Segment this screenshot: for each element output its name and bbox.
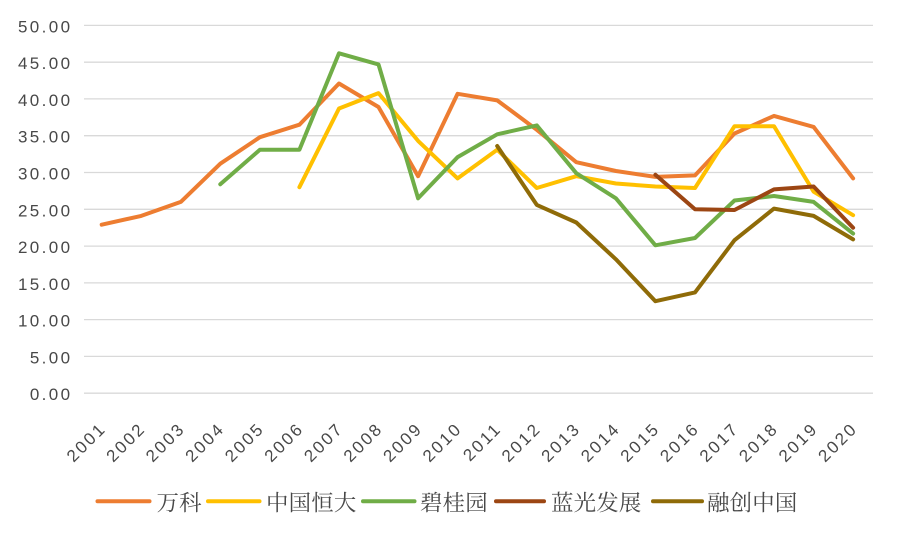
svg-text:2010: 2010 — [419, 419, 466, 466]
svg-text:2003: 2003 — [142, 419, 189, 466]
svg-text:2002: 2002 — [103, 419, 150, 466]
svg-text:45.00: 45.00 — [18, 54, 73, 73]
svg-text:2016: 2016 — [656, 419, 703, 466]
svg-text:10.00: 10.00 — [18, 312, 73, 331]
svg-text:15.00: 15.00 — [18, 275, 73, 294]
svg-text:40.00: 40.00 — [18, 91, 73, 110]
svg-text:2006: 2006 — [261, 419, 308, 466]
svg-text:20.00: 20.00 — [18, 238, 73, 257]
svg-text:2014: 2014 — [577, 419, 624, 466]
svg-text:2015: 2015 — [617, 419, 664, 466]
svg-text:2011: 2011 — [459, 419, 505, 465]
svg-text:5.00: 5.00 — [30, 348, 73, 367]
svg-text:2001: 2001 — [63, 419, 110, 466]
svg-text:2017: 2017 — [696, 419, 743, 466]
svg-text:25.00: 25.00 — [18, 201, 73, 220]
svg-text:2020: 2020 — [814, 419, 861, 466]
svg-text:2013: 2013 — [538, 419, 585, 466]
svg-text:2018: 2018 — [735, 419, 782, 466]
svg-text:0.00: 0.00 — [30, 385, 73, 404]
svg-text:2007: 2007 — [300, 419, 347, 466]
svg-text:2005: 2005 — [221, 419, 268, 466]
svg-text:50.00: 50.00 — [18, 17, 73, 36]
svg-text:2004: 2004 — [182, 419, 229, 466]
svg-text:30.00: 30.00 — [18, 165, 73, 184]
svg-text:2009: 2009 — [379, 419, 426, 466]
svg-text:2012: 2012 — [498, 419, 545, 466]
svg-text:2008: 2008 — [340, 419, 387, 466]
svg-text:2019: 2019 — [775, 419, 822, 466]
svg-text:35.00: 35.00 — [18, 128, 73, 147]
